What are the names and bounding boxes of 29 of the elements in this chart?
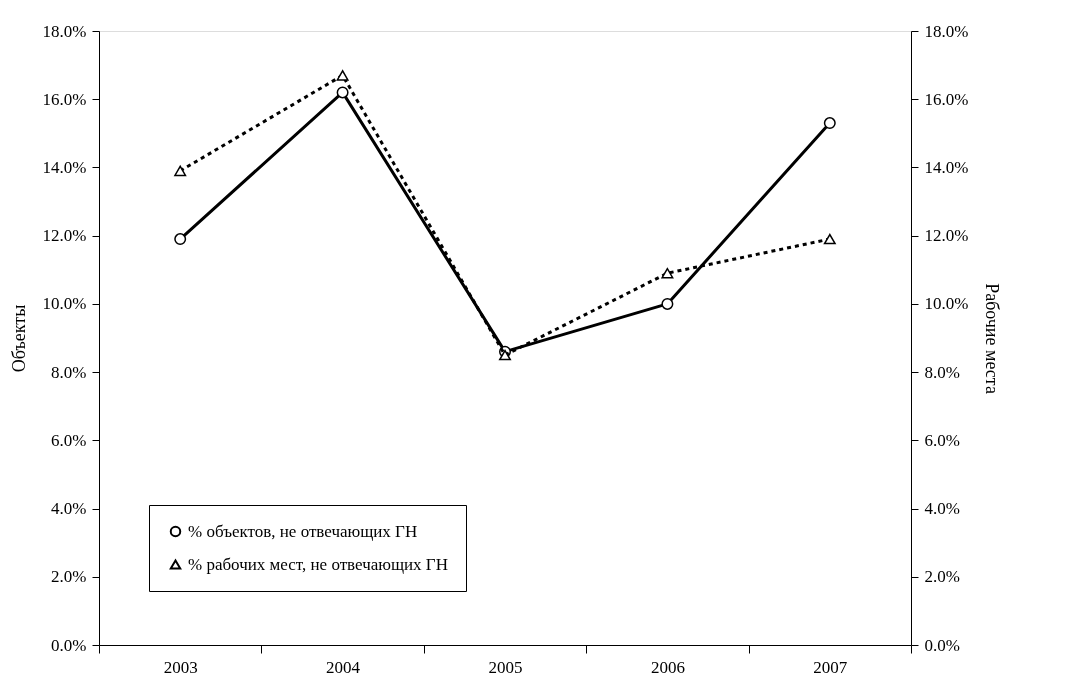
y-tick-label: 0.0% [51,635,87,655]
y2-tick-label: 10.0% [924,294,969,314]
y-tick-label: 8.0% [51,362,87,382]
y2-tick-label: 12.0% [924,226,969,246]
x-tick-label: 2005 [488,657,523,677]
y2-tick-label: 18.0% [924,21,969,41]
y2-tick-label: 8.0% [924,362,960,382]
y2-tick-label: 14.0% [924,157,969,177]
y2-tick-label: 0.0% [924,635,960,655]
y-tick-label: 10.0% [42,294,87,314]
x-tick-label: 2007 [813,657,848,677]
y-tick-label: 6.0% [51,430,87,450]
legend-label: % объектов, не отвечающих ГН [188,521,418,541]
y-tick-label: 12.0% [42,226,87,246]
y-tick-label: 4.0% [51,499,87,519]
x-tick-label: 2006 [650,657,685,677]
x-tick-label: 2003 [163,657,198,677]
y2-tick-label: 4.0% [924,499,960,519]
y-tick-label: 16.0% [42,89,87,109]
y-tick-label: 14.0% [42,157,87,177]
y2-tick-label: 6.0% [924,430,960,450]
x-tick-label: 2004 [326,657,361,677]
y2-tick-label: 16.0% [924,89,969,109]
y2-axis-title: Рабочие места [982,283,1003,394]
y-axis-title: Объекты [8,304,29,373]
y2-tick-label: 2.0% [924,567,960,587]
y-tick-label: 18.0% [42,21,87,41]
legend-label: % рабочих мест, не отвечающих ГН [188,554,448,574]
y-tick-label: 2.0% [51,567,87,587]
